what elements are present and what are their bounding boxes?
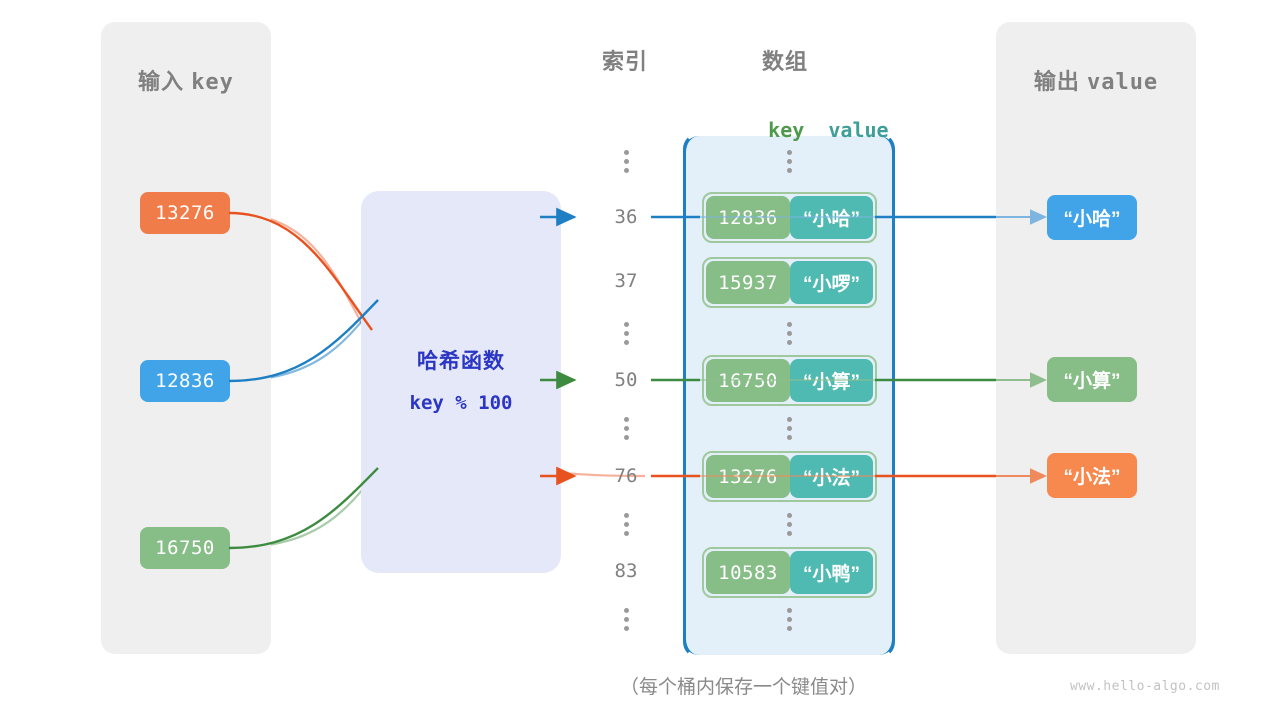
bucket-pair-37[interactable]: 15937 “小啰” <box>702 257 877 308</box>
input-label-mono: key <box>191 70 234 95</box>
bucket-key-76: 13276 <box>706 455 790 498</box>
index-label-50: 50 <box>614 369 638 391</box>
array-column-header: 数组 <box>761 49 808 74</box>
bucket-value-50: “小算” <box>789 359 873 402</box>
hash-function-formula: key % 100 <box>409 392 513 414</box>
index-ellipsis-3 <box>621 513 631 536</box>
array-ellipsis-2 <box>784 417 794 440</box>
bucket-key-36: 12836 <box>706 196 790 239</box>
index-ellipsis-0 <box>621 150 631 173</box>
array-ellipsis-0 <box>784 150 794 173</box>
watermark: www.hello-algo.com <box>1070 679 1220 694</box>
bucket-pair-83[interactable]: 10583 “小鸭” <box>702 547 877 598</box>
bucket-key-83: 10583 <box>706 551 790 594</box>
bucket-pair-76[interactable]: 13276 “小法” <box>702 451 877 502</box>
index-label-36: 36 <box>614 206 638 228</box>
index-ellipsis-2 <box>621 417 631 440</box>
output-value-pill-0[interactable]: “小哈” <box>1047 195 1137 240</box>
index-ellipsis-1 <box>621 322 631 345</box>
hash-function-box <box>361 191 561 573</box>
array-ellipsis-1 <box>784 322 794 345</box>
kv-header-key: key <box>768 118 805 142</box>
bucket-value-76: “小法” <box>789 455 873 498</box>
bucket-key-50: 16750 <box>706 359 790 402</box>
index-label-76: 76 <box>614 465 638 487</box>
bucket-pair-36[interactable]: 12836 “小哈” <box>702 192 877 243</box>
output-panel: 输出 value <box>996 22 1196 654</box>
index-column-header: 索引 <box>601 49 648 74</box>
kv-header-value: value <box>828 118 889 142</box>
output-label-cn: 输出 <box>1033 69 1080 94</box>
hash-function-name: 哈希函数 <box>417 350 505 373</box>
bucket-value-83: “小鸭” <box>789 551 873 594</box>
output-label-mono: value <box>1086 70 1159 95</box>
index-label-37: 37 <box>614 270 638 292</box>
input-key-pill-0[interactable]: 13276 <box>140 192 230 234</box>
input-key-pill-2[interactable]: 16750 <box>140 527 230 569</box>
bucket-value-36: “小哈” <box>789 196 873 239</box>
output-value-pill-2[interactable]: “小法” <box>1047 453 1137 498</box>
array-ellipsis-4 <box>784 608 794 631</box>
bucket-key-37: 15937 <box>706 261 790 304</box>
index-label-83: 83 <box>614 560 638 582</box>
array-ellipsis-3 <box>784 513 794 536</box>
input-label-cn: 输入 <box>138 69 185 94</box>
input-panel-title: 输入 key <box>101 64 271 96</box>
output-panel-title: 输出 value <box>996 64 1196 96</box>
bucket-value-37: “小啰” <box>789 261 873 304</box>
bucket-pair-50[interactable]: 16750 “小算” <box>702 355 877 406</box>
kv-header: key value <box>720 94 889 166</box>
input-key-pill-1[interactable]: 12836 <box>140 360 230 402</box>
output-value-pill-1[interactable]: “小算” <box>1047 357 1137 402</box>
diagram-caption: （每个桶内保存一个键值对） <box>620 677 868 698</box>
index-ellipsis-4 <box>621 608 631 631</box>
